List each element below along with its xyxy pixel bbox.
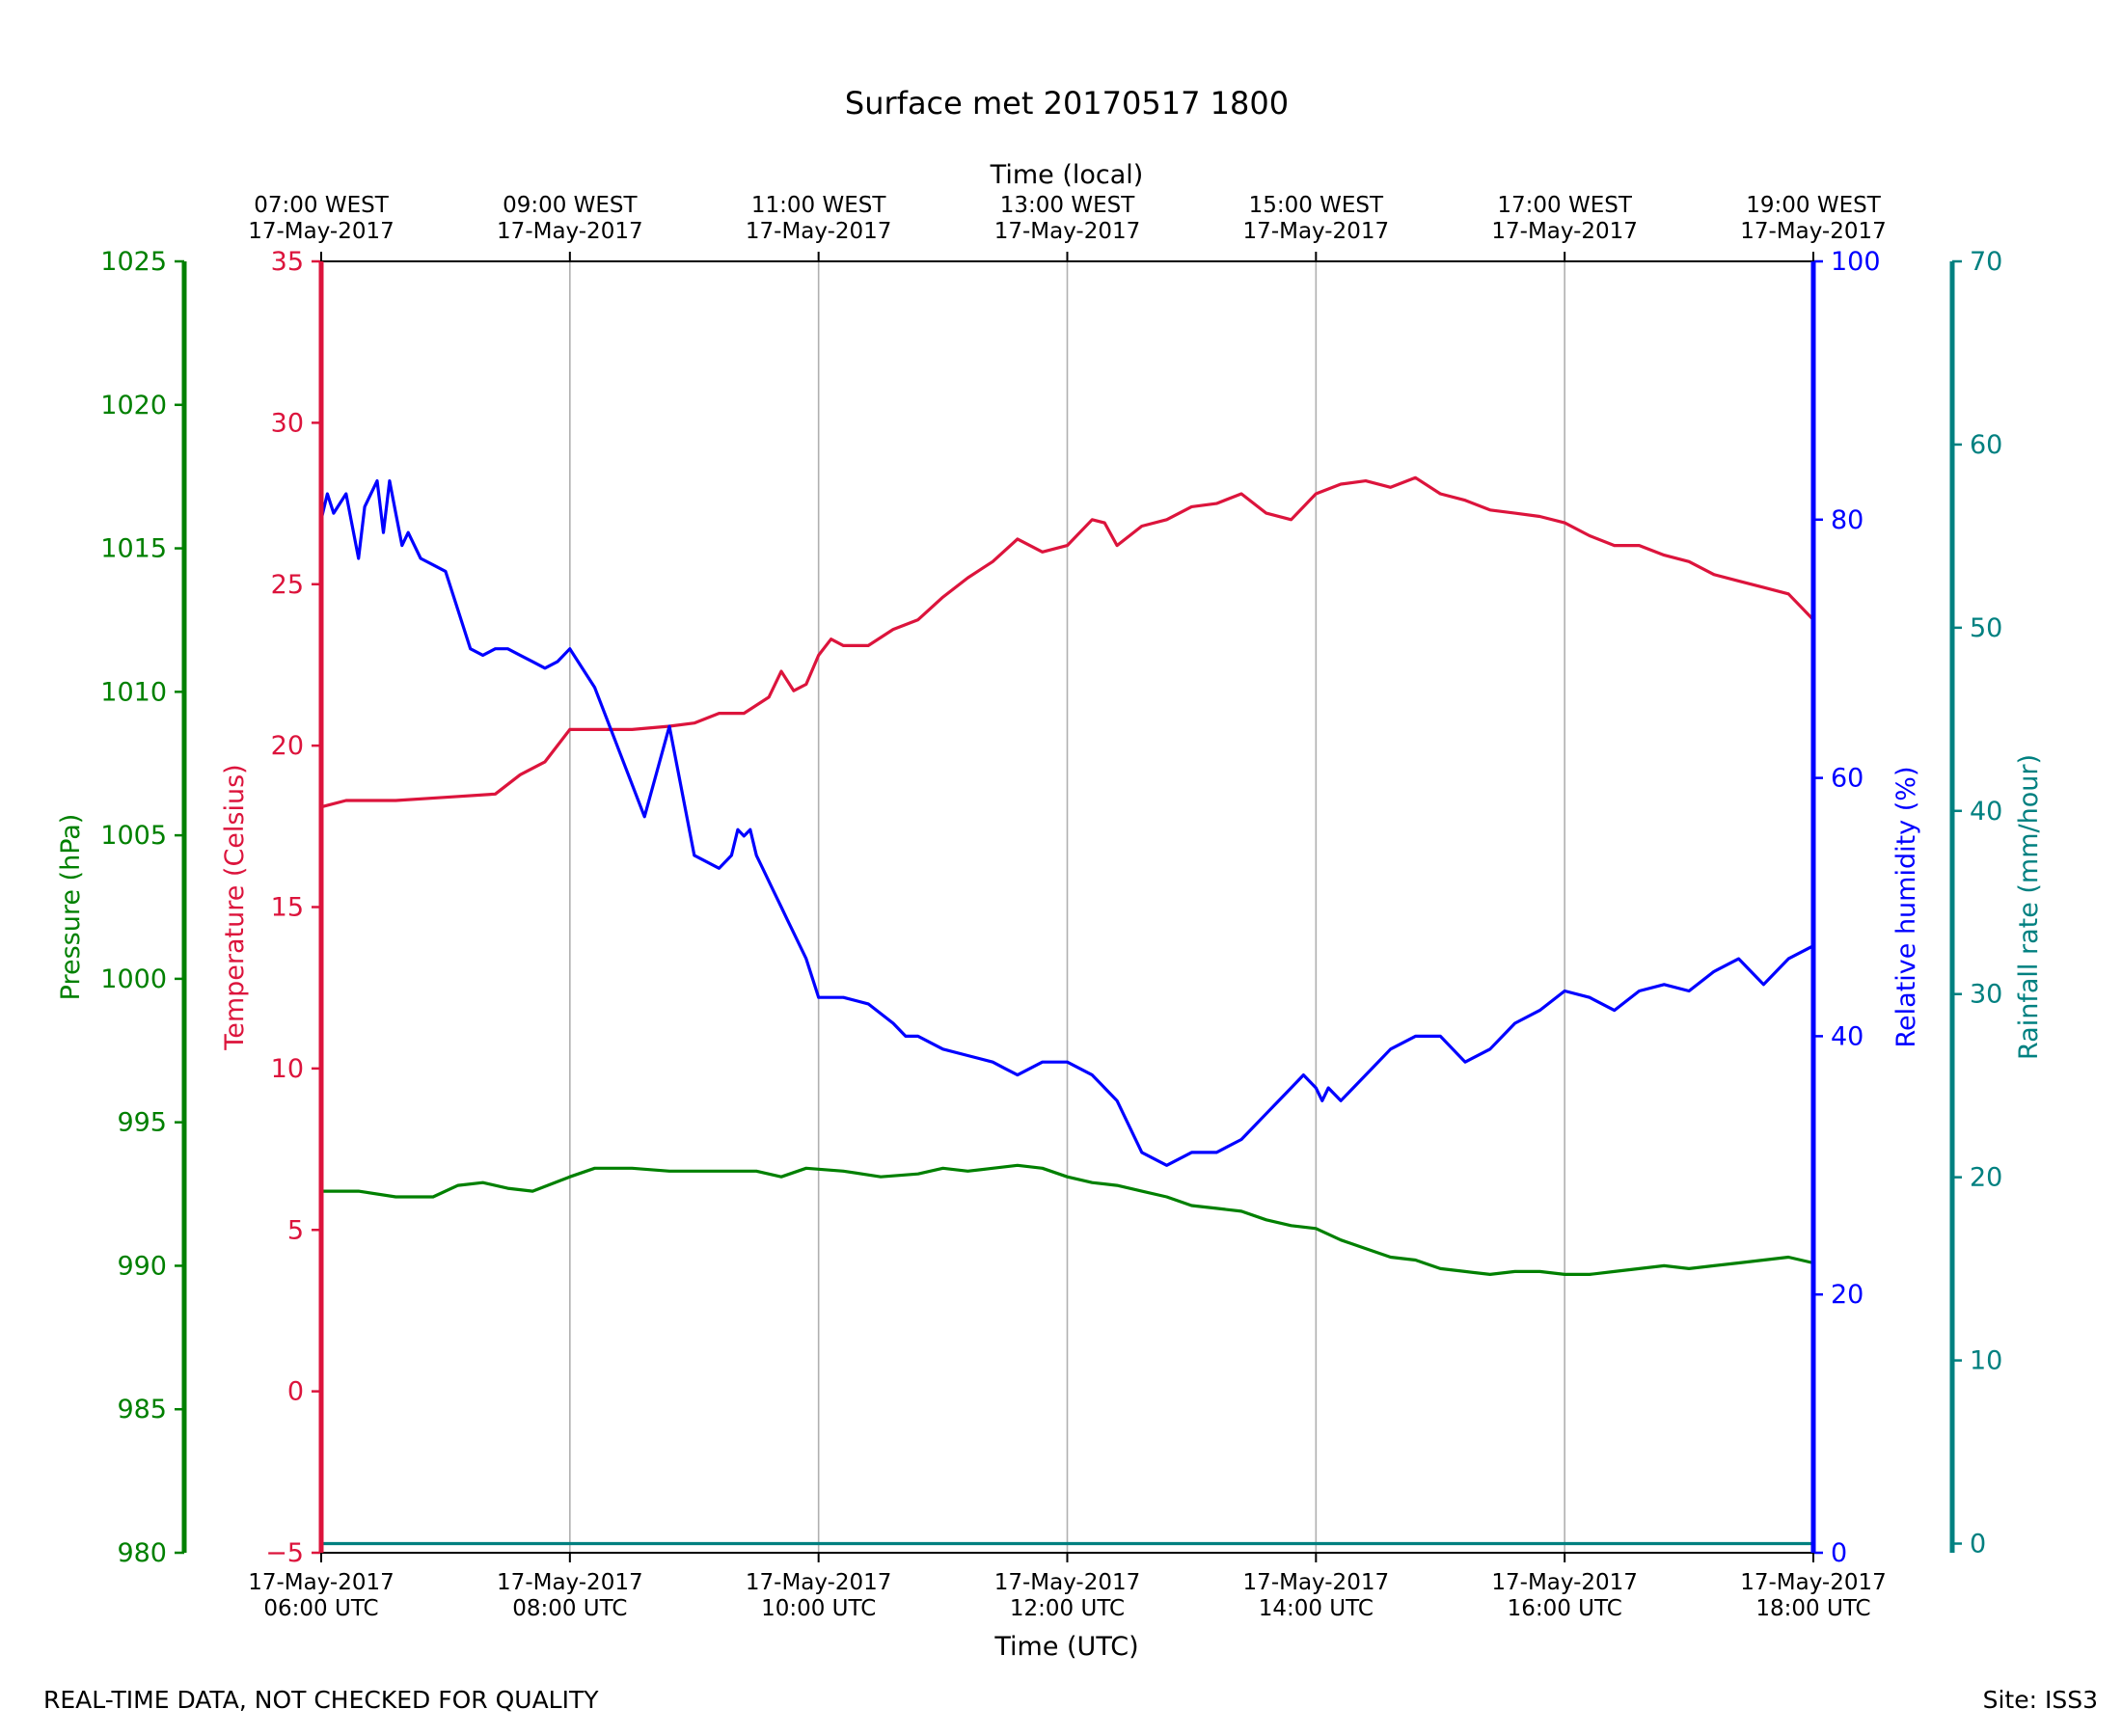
utc-tick-date: 17-May-2017 (994, 1570, 1141, 1595)
series-pressure (321, 1163, 1814, 1277)
local-tick-date: 17-May-2017 (746, 219, 892, 244)
humidity-axis-label: Relative humidity (%) (1891, 766, 1921, 1047)
utc-tick-date: 17-May-2017 (1740, 1570, 1887, 1595)
temperature-tick-label: 35 (271, 247, 304, 277)
site-label: Site: ISS3 (1982, 1686, 2098, 1714)
utc-tick-date: 17-May-2017 (1491, 1570, 1638, 1595)
rainfall-tick-label: 70 (1970, 247, 2002, 277)
local-tick-time: 13:00 WEST (1000, 193, 1135, 218)
bottom-axis-label: Time (UTC) (993, 1632, 1138, 1662)
pressure-tick-label: 995 (117, 1108, 167, 1138)
pressure-axis-label: Pressure (hPa) (56, 814, 86, 1001)
local-tick-time: 19:00 WEST (1746, 193, 1881, 218)
series-relative-humidity (319, 479, 1814, 1167)
utc-tick-time: 10:00 UTC (761, 1596, 876, 1621)
top-axis-label: Time (local) (990, 160, 1144, 190)
pressure-tick-label: 1020 (100, 391, 167, 420)
temperature-tick-label: 30 (271, 408, 304, 438)
temperature-tick-label: 5 (287, 1215, 304, 1245)
quality-disclaimer: REAL-TIME DATA, NOT CHECKED FOR QUALITY (43, 1686, 599, 1714)
rainfall-tick-label: 40 (1970, 797, 2002, 827)
local-tick-date: 17-May-2017 (1243, 219, 1390, 244)
utc-tick-time: 12:00 UTC (1010, 1596, 1125, 1621)
local-tick-date: 17-May-2017 (1491, 219, 1638, 244)
pressure-tick-label: 1005 (100, 821, 167, 851)
humidity-tick-label: 60 (1831, 764, 1864, 794)
humidity-tick-label: 0 (1831, 1538, 1847, 1568)
temperature-axis-label: Temperature (Celsius) (220, 764, 250, 1050)
chart-title: Surface met 20170517 1800 (845, 85, 1289, 122)
utc-tick-time: 18:00 UTC (1755, 1596, 1870, 1621)
rainfall-tick-label: 20 (1970, 1163, 2002, 1193)
pressure-tick-label: 1015 (100, 534, 167, 564)
utc-tick-time: 06:00 UTC (263, 1596, 378, 1621)
rainfall-tick-label: 30 (1970, 980, 2002, 1010)
local-tick-time: 09:00 WEST (503, 193, 638, 218)
gridlines (569, 261, 1565, 1553)
rainfall-tick-label: 10 (1970, 1346, 2002, 1376)
pressure-tick-label: 985 (117, 1395, 167, 1424)
temperature-tick-label: 10 (271, 1054, 304, 1084)
local-tick-date: 17-May-2017 (497, 219, 643, 244)
utc-tick-date: 17-May-2017 (746, 1570, 892, 1595)
utc-tick-date: 17-May-2017 (1243, 1570, 1390, 1595)
rainfall-tick-label: 50 (1970, 613, 2002, 643)
pressure-tick-label: 1025 (100, 247, 167, 277)
utc-tick-date: 17-May-2017 (497, 1570, 643, 1595)
pressure-tick-label: 990 (117, 1251, 167, 1281)
pressure-tick-label: 980 (117, 1538, 167, 1568)
pressure-tick-label: 1010 (100, 677, 167, 707)
temperature-tick-label: −5 (265, 1538, 304, 1568)
rainfall-tick-label: 60 (1970, 430, 2002, 460)
rainfall-axis-label: Rainfall rate (mm/hour) (2014, 754, 2044, 1060)
humidity-tick-label: 100 (1831, 247, 1881, 277)
temperature-tick-label: 15 (271, 893, 304, 923)
local-tick-date: 17-May-2017 (994, 219, 1141, 244)
pressure-tick-label: 1000 (100, 964, 167, 994)
temperature-tick-label: 20 (271, 731, 304, 761)
utc-tick-time: 14:00 UTC (1259, 1596, 1374, 1621)
utc-tick-time: 08:00 UTC (512, 1596, 627, 1621)
axes-group: 980985990995100010051010101510201025Pres… (56, 193, 2044, 1621)
series-temperature (320, 475, 1815, 809)
local-tick-date: 17-May-2017 (1740, 219, 1887, 244)
local-tick-time: 07:00 WEST (254, 193, 389, 218)
utc-tick-date: 17-May-2017 (248, 1570, 394, 1595)
local-tick-time: 15:00 WEST (1249, 193, 1384, 218)
humidity-tick-label: 20 (1831, 1280, 1864, 1310)
temperature-tick-label: 0 (287, 1377, 304, 1407)
rainfall-tick-label: 0 (1970, 1530, 1986, 1560)
local-tick-time: 17:00 WEST (1497, 193, 1632, 218)
humidity-tick-label: 40 (1831, 1021, 1864, 1051)
humidity-tick-label: 80 (1831, 505, 1864, 535)
utc-tick-time: 16:00 UTC (1508, 1596, 1622, 1621)
series-group (319, 475, 1815, 1546)
local-tick-time: 11:00 WEST (751, 193, 886, 218)
temperature-tick-label: 25 (271, 570, 304, 600)
local-tick-date: 17-May-2017 (248, 219, 394, 244)
